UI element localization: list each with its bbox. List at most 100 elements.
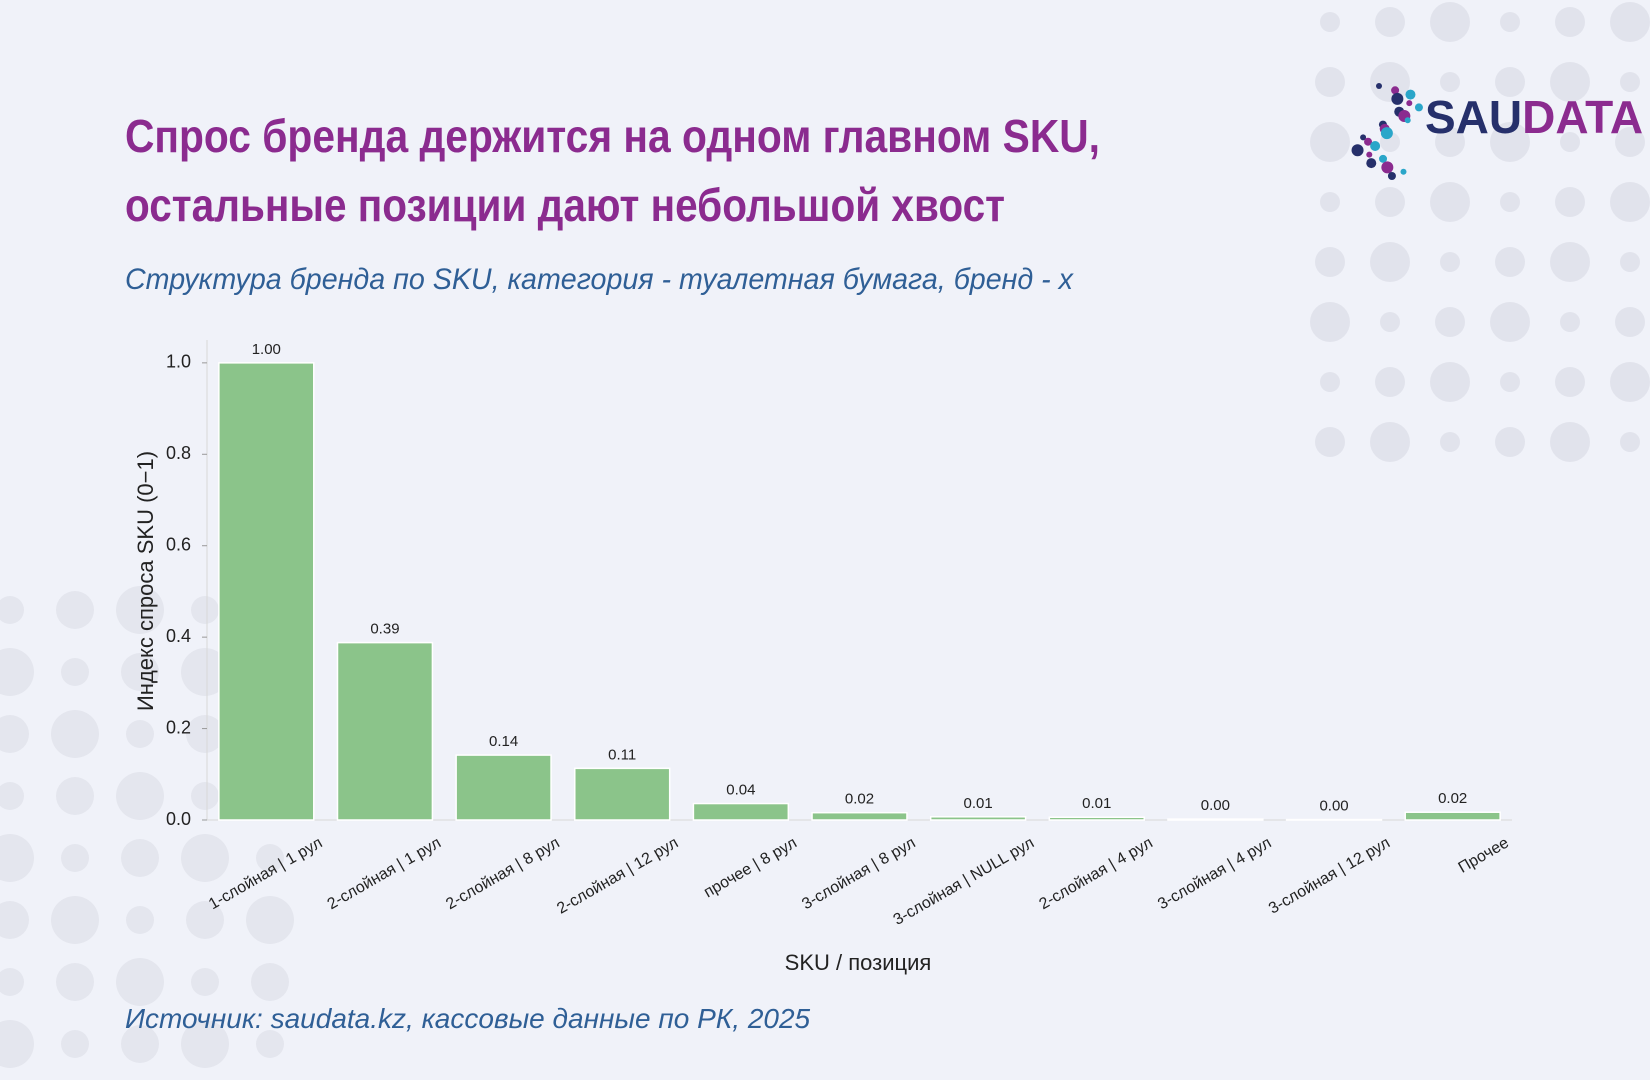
logo-dot	[1381, 161, 1394, 174]
decor-dot	[1555, 7, 1585, 37]
decor-dot	[246, 896, 294, 944]
logo-part: SAU	[1425, 91, 1522, 143]
y-tick-label: 1.0	[166, 352, 191, 372]
logo-dot	[1364, 137, 1373, 146]
value-label: 0.00	[1201, 797, 1230, 814]
decor-dot	[1500, 192, 1520, 212]
decor-dot	[186, 901, 224, 939]
decor-dot	[1495, 67, 1525, 97]
x-tick-label: 3-слойная | 8 рул	[799, 834, 918, 913]
value-label: 0.02	[845, 791, 874, 808]
decor-dot	[1610, 362, 1650, 402]
decor-dot	[1615, 307, 1645, 337]
x-tick-label: 2-слойная | 8 рул	[443, 834, 562, 913]
logo-icon	[1351, 83, 1423, 180]
bar	[1167, 818, 1264, 821]
decor-dot	[1430, 2, 1470, 42]
chart-title: Спрос бренда держится на одном главном S…	[125, 110, 1100, 162]
chart-subtitle: Структура бренда по SKU, категория - туа…	[125, 263, 1074, 296]
decor-dot	[1370, 62, 1410, 102]
decor-dot	[181, 834, 229, 882]
bar	[929, 816, 1027, 821]
decor-dot	[0, 596, 24, 624]
decor-dot	[1500, 12, 1520, 32]
decor-dot	[1560, 312, 1580, 332]
decor-dot	[1370, 422, 1410, 462]
decor-dot	[1500, 372, 1520, 392]
value-label: 0.00	[1319, 798, 1348, 815]
decor-dot	[1495, 427, 1525, 457]
x-tick-label: 3-слойная | 4 рул	[1155, 834, 1274, 913]
decor-dot	[61, 1030, 89, 1058]
x-tick-label: 2-слойная | 12 рул	[554, 834, 681, 917]
x-tick-label: 2-слойная | 4 рул	[1036, 834, 1155, 913]
x-axis-label: SKU / позиция	[785, 950, 932, 975]
logo: SAUDATA	[1425, 91, 1643, 143]
decor-dot	[256, 1030, 284, 1058]
decor-dot	[1435, 127, 1465, 157]
logo-dot	[1366, 158, 1377, 169]
logo-dot	[1391, 86, 1400, 95]
bar	[218, 362, 315, 821]
decor-dot	[1440, 72, 1460, 92]
value-label: 0.04	[726, 782, 755, 799]
logo-dot	[1404, 117, 1411, 124]
y-tick-label: 0.0	[166, 809, 191, 829]
decor-dot	[116, 958, 164, 1006]
logo-dot	[1405, 89, 1416, 100]
logo-dot	[1400, 168, 1407, 175]
decor-dot	[1315, 67, 1345, 97]
logo-dot	[1366, 151, 1373, 158]
decor-dot	[1435, 307, 1465, 337]
decor-dot	[1610, 182, 1650, 222]
decor-dot	[1370, 242, 1410, 282]
decor-dot	[1550, 242, 1590, 282]
decor-dot	[1440, 252, 1460, 272]
bar	[1404, 811, 1501, 821]
x-tick-label: 2-слойная | 1 рул	[325, 834, 444, 913]
decor-dot	[61, 658, 89, 686]
value-label: 0.01	[964, 795, 993, 812]
decor-dot	[121, 839, 159, 877]
decor-dot	[1550, 422, 1590, 462]
logo-dot	[1370, 141, 1381, 151]
decor-dot	[1555, 187, 1585, 217]
logo-dot	[1387, 172, 1396, 180]
decor-dot	[116, 586, 164, 634]
decor-dot	[56, 777, 94, 815]
decor-dot	[1320, 12, 1340, 32]
decor-dot	[1490, 122, 1530, 162]
value-label: 0.11	[608, 746, 636, 763]
decor-dot	[56, 963, 94, 1001]
decor-dot	[1430, 182, 1470, 222]
decor-dot	[1310, 122, 1350, 162]
bar	[811, 811, 908, 821]
decor-dot	[0, 1020, 34, 1068]
decor-dot	[121, 653, 159, 691]
y-tick-label: 0.4	[166, 626, 191, 646]
x-tick-label: прочее | 8 рул	[701, 834, 800, 901]
logo-dot	[1379, 154, 1388, 163]
decor-dot	[181, 1020, 229, 1068]
value-label: 0.01	[1082, 795, 1111, 812]
decor-dot	[1375, 7, 1405, 37]
decor-dot	[56, 591, 94, 629]
bar	[336, 641, 434, 821]
value-label: 0.39	[370, 621, 399, 638]
y-tick-label: 0.8	[166, 443, 191, 463]
logo-dot	[1351, 144, 1364, 157]
bar	[455, 754, 552, 821]
decor-dot	[51, 896, 99, 944]
decor-dot	[181, 648, 229, 696]
decor-dot	[1430, 362, 1470, 402]
decor-dot	[1560, 132, 1580, 152]
decor-dot	[1615, 127, 1645, 157]
y-axis-label: Индекс спроса SKU (0−1)	[133, 451, 158, 711]
logo-dot	[1360, 134, 1367, 141]
decor-dot	[1375, 367, 1405, 397]
decor-dot	[1620, 72, 1640, 92]
decor-dot	[191, 782, 219, 810]
decor-dot	[191, 596, 219, 624]
bar	[574, 767, 671, 821]
